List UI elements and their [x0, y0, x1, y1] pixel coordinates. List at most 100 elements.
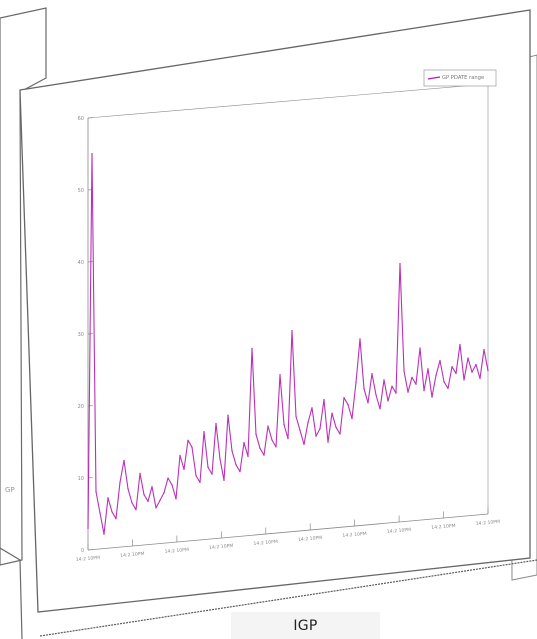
top-frame-line	[87, 83, 489, 119]
x-tick-label: 14:2 10PM	[387, 527, 412, 535]
series-point	[383, 379, 385, 381]
series-point	[147, 500, 149, 502]
series-point	[431, 396, 433, 398]
y-tick-label: 60	[78, 116, 84, 122]
series-point	[239, 471, 241, 473]
series-point	[439, 360, 441, 362]
series-point	[127, 488, 129, 490]
series-point	[283, 424, 285, 426]
series-point	[331, 412, 333, 414]
x-tick-label: 14:2 10PM	[209, 543, 234, 551]
series-point	[243, 441, 245, 444]
series-point	[359, 338, 361, 340]
series-point	[251, 347, 253, 349]
series-point	[375, 394, 377, 396]
series-point	[423, 390, 425, 392]
series-point	[267, 425, 269, 427]
series-point	[339, 433, 341, 435]
series-point	[399, 263, 401, 265]
series-point	[207, 466, 209, 468]
series-point	[211, 473, 213, 475]
series-point	[159, 499, 161, 501]
series-point	[115, 518, 117, 520]
series-point	[435, 374, 437, 376]
series-point	[351, 418, 353, 420]
series-point	[415, 383, 417, 385]
series-point	[99, 512, 101, 514]
series-point	[135, 509, 137, 511]
series-point	[163, 492, 165, 494]
series-point	[287, 438, 289, 440]
series-point	[303, 443, 305, 445]
series-point	[427, 368, 429, 370]
series-point	[95, 491, 97, 493]
series-point	[363, 388, 365, 390]
caption-box: IGP	[231, 612, 380, 639]
series-point	[467, 357, 469, 359]
series-point	[103, 533, 105, 535]
series-point	[443, 381, 445, 383]
legend-box	[423, 69, 497, 87]
y-tick-label: 0	[81, 548, 84, 554]
series-point	[175, 498, 177, 500]
y-tick-label: 40	[78, 260, 84, 266]
series-point	[107, 497, 109, 499]
series-point	[315, 435, 317, 437]
series-point	[179, 454, 181, 456]
series-point	[235, 464, 237, 466]
series-point	[347, 404, 349, 406]
caption-label: IGP	[293, 618, 318, 634]
series-point	[195, 475, 197, 477]
series-point	[131, 502, 133, 504]
bottom-shadow-sheet	[0, 547, 537, 639]
series-point	[275, 446, 277, 448]
series-point	[143, 494, 145, 496]
series-point	[171, 484, 173, 486]
series-point	[231, 450, 233, 452]
series-point	[139, 472, 141, 474]
series-point	[187, 439, 189, 441]
series-point	[455, 372, 457, 375]
x-tick-label: 14:2 10PM	[120, 551, 145, 559]
series-point	[459, 343, 461, 346]
series-point	[411, 376, 413, 378]
series-point	[307, 421, 309, 424]
y-tick-label: 30	[78, 332, 84, 338]
series-point	[151, 486, 153, 488]
series-point	[371, 373, 373, 375]
series-point	[419, 347, 421, 349]
series-point	[387, 400, 389, 402]
series-point	[319, 428, 321, 430]
series-point	[219, 458, 221, 460]
series-point	[191, 446, 193, 448]
x-axis-line	[87, 513, 489, 551]
series-point	[475, 364, 477, 366]
series-point	[311, 407, 313, 409]
series-point	[407, 391, 409, 393]
y-tick-label: 50	[78, 188, 84, 194]
series-point	[471, 371, 473, 373]
series-point	[327, 441, 329, 443]
series-point	[479, 377, 481, 380]
x-axis-ticks: 14:2 10PM 14:2 10PM 14:2 10PM 14:2 10PM 14:2…	[76, 507, 500, 563]
y-tick-label: 10	[78, 476, 84, 482]
series-point	[247, 455, 249, 458]
series-point	[335, 426, 337, 428]
y-tick-label: 20	[78, 404, 84, 410]
series-point	[355, 381, 357, 383]
series-point	[343, 397, 345, 399]
series-point	[403, 370, 405, 372]
series-point	[395, 392, 397, 394]
legend: GP PDATE range	[423, 69, 497, 87]
series-point	[323, 398, 325, 401]
series-point	[111, 511, 113, 513]
x-tick-label: 14:2 10PM	[298, 535, 323, 543]
x-tick-label: 14:2 10PM	[76, 555, 101, 563]
series-point	[379, 408, 381, 410]
series-point	[291, 329, 293, 332]
series-point	[447, 387, 449, 390]
series-point	[87, 527, 89, 530]
series-point	[255, 433, 257, 435]
